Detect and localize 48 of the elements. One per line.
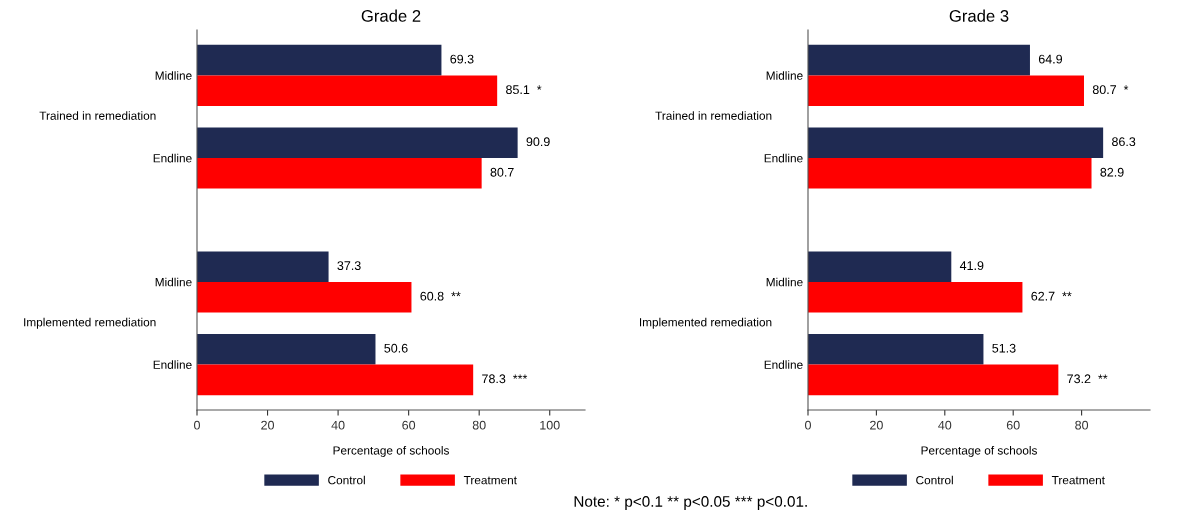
y-tick-label: Midline	[155, 71, 192, 80]
text: Implemented remediation	[24, 317, 156, 329]
data-label: 86.3	[1112, 137, 1136, 147]
data-label: 78.3 ***	[482, 374, 528, 384]
data-label: 62.7 **	[1031, 291, 1072, 301]
y-tick-label: Endline	[764, 153, 803, 163]
data-label: 50.6	[384, 343, 408, 353]
y-tick-label: Endline	[153, 153, 192, 163]
legend-label: Control	[328, 475, 365, 485]
y-tick-label: Endline	[764, 360, 803, 369]
x-axis-title: Percentage of schools	[921, 445, 1037, 457]
data-label: 82.9	[1100, 167, 1124, 177]
chart-title: Grade 3	[949, 9, 1009, 22]
x-tick-label: 40	[938, 420, 952, 430]
x-tick-label: 20	[870, 420, 883, 430]
y-tick-label: Endline	[153, 360, 192, 369]
data-label: 85.1 *	[506, 85, 542, 95]
data-label: 64.9	[1038, 54, 1063, 64]
x-tick-label: 60	[1006, 420, 1020, 430]
legend-label: Control	[916, 475, 953, 485]
x-tick-label: 60	[402, 420, 416, 430]
x-tick-label: 0	[194, 420, 200, 430]
legend-label: Treatment	[1051, 476, 1105, 485]
text: Implemented remediation	[639, 317, 772, 329]
y-tick-label: Midline	[155, 277, 192, 287]
chart-title: Grade 2	[361, 9, 421, 22]
text: Trained in remediation	[655, 111, 772, 120]
x-tick-label: 0	[805, 420, 811, 430]
x-tick-label: 80	[472, 420, 486, 430]
x-tick-label: 80	[1075, 420, 1089, 430]
data-label: 41.9	[959, 261, 984, 271]
data-label: 73.2 **	[1067, 374, 1108, 384]
text: Note: * p<0.1 ** p<0.05 *** p<0.01.	[574, 496, 807, 510]
data-label: 37.3	[337, 261, 361, 271]
data-label: 60.8 **	[420, 291, 461, 301]
x-tick-label: 100	[540, 420, 560, 430]
text: Trained in remediation	[39, 111, 156, 120]
legend-label: Treatment	[463, 476, 517, 485]
x-tick-label: 20	[261, 420, 275, 430]
y-tick-label: Midline	[766, 71, 803, 80]
data-label: 69.3	[450, 54, 474, 64]
x-axis-title: Percentage of schools	[333, 445, 449, 457]
data-label: 51.3	[992, 343, 1016, 353]
data-label: 90.9	[526, 137, 550, 147]
y-tick-label: Midline	[766, 277, 803, 287]
data-label: 80.7 *	[1092, 85, 1129, 95]
x-tick-label: 40	[331, 420, 345, 430]
data-label: 80.7	[490, 167, 514, 177]
